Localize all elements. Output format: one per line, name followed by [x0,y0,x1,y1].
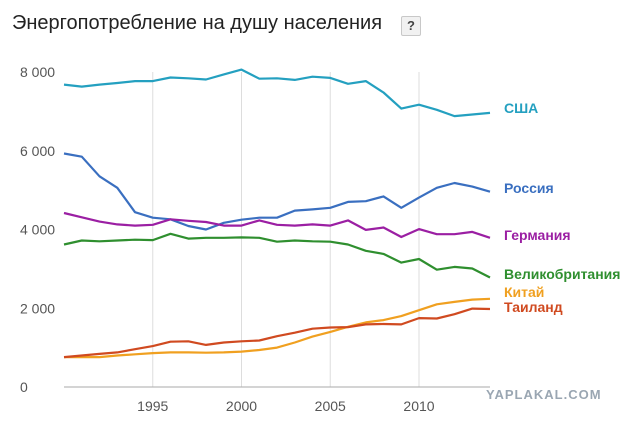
series-line [63,307,491,359]
y-axis-labels: 0 2 000 4 000 6 000 8 000 [20,64,55,395]
series-labels: США Россия Германия Великобритания КитайТаил… [504,100,620,315]
y-tick-label: 8 000 [20,64,55,80]
y-tick-label: 2 000 [20,300,55,316]
series-line [63,211,491,239]
y-tick-label: 6 000 [20,143,55,159]
series-label: Германия [504,227,571,243]
series-line [63,68,491,118]
watermark: YAPLAKAL.COM [486,387,602,402]
x-axis-labels: 1995 2000 2005 2010 [137,398,435,414]
series-line [64,297,491,359]
series-lines [63,68,491,359]
series-label: Китай [504,284,544,300]
series-label: Россия [504,180,554,196]
series-label: Таиланд [504,299,563,315]
chart-grid [152,72,420,387]
series-label: США [504,100,538,116]
series-line [63,152,491,231]
x-tick-label: 2010 [403,398,434,414]
page-title: Энергопотребление на душу населения [12,12,383,34]
y-tick-label: 4 000 [20,222,55,238]
x-tick-label: 1995 [137,398,168,414]
series-label: Великобритания [504,266,620,282]
x-tick-label: 2000 [226,398,257,414]
help-button[interactable]: ? [401,16,421,36]
x-tick-label: 2005 [315,398,346,414]
y-tick-label: 0 [20,379,28,395]
series-line [63,232,491,279]
